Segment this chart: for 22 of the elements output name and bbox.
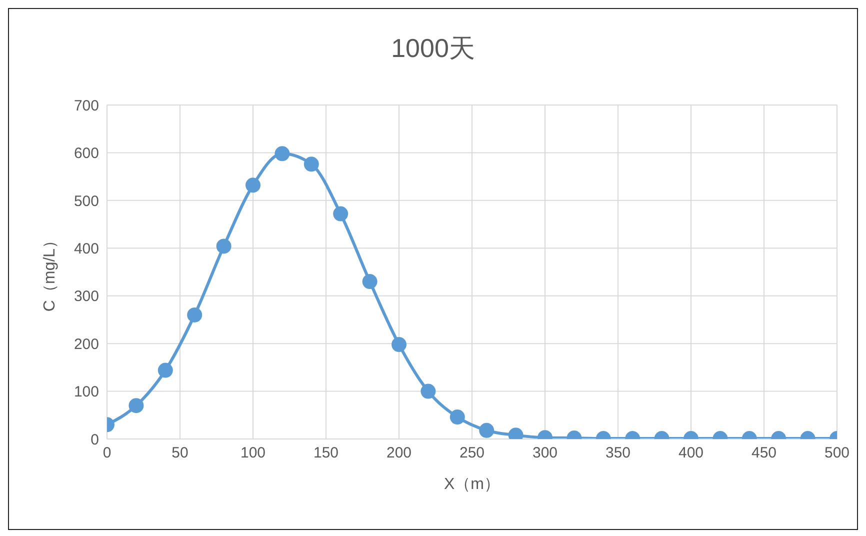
x-tick-label: 300 bbox=[532, 444, 558, 462]
x-axis-title: X（m） bbox=[444, 476, 500, 493]
x-tick-label: 400 bbox=[678, 444, 704, 462]
x-tick-label: 200 bbox=[386, 444, 412, 462]
x-tick-label: 0 bbox=[102, 444, 112, 462]
x-tick-label: 250 bbox=[459, 444, 485, 462]
y-tick-label: 200 bbox=[74, 336, 99, 353]
x-tick-label: 500 bbox=[824, 444, 850, 462]
y-tick-label: 0 bbox=[90, 431, 99, 448]
y-tick-label: 600 bbox=[74, 145, 99, 162]
x-tick-label: 50 bbox=[172, 444, 188, 462]
y-tick-label: 100 bbox=[74, 384, 99, 401]
x-tick-label: 150 bbox=[313, 444, 339, 462]
x-tick-label: 450 bbox=[751, 444, 777, 462]
y-tick-label: 500 bbox=[74, 192, 99, 210]
chart-title: 1000天 bbox=[390, 32, 476, 65]
x-tick-label: 100 bbox=[240, 444, 266, 462]
y-tick-label: 400 bbox=[74, 240, 99, 258]
y-tick-label: 700 bbox=[74, 97, 99, 114]
x-tick-label: 350 bbox=[605, 444, 631, 462]
y-tick-label: 300 bbox=[74, 288, 99, 306]
y-axis-title: C（mg/L） bbox=[42, 232, 59, 312]
